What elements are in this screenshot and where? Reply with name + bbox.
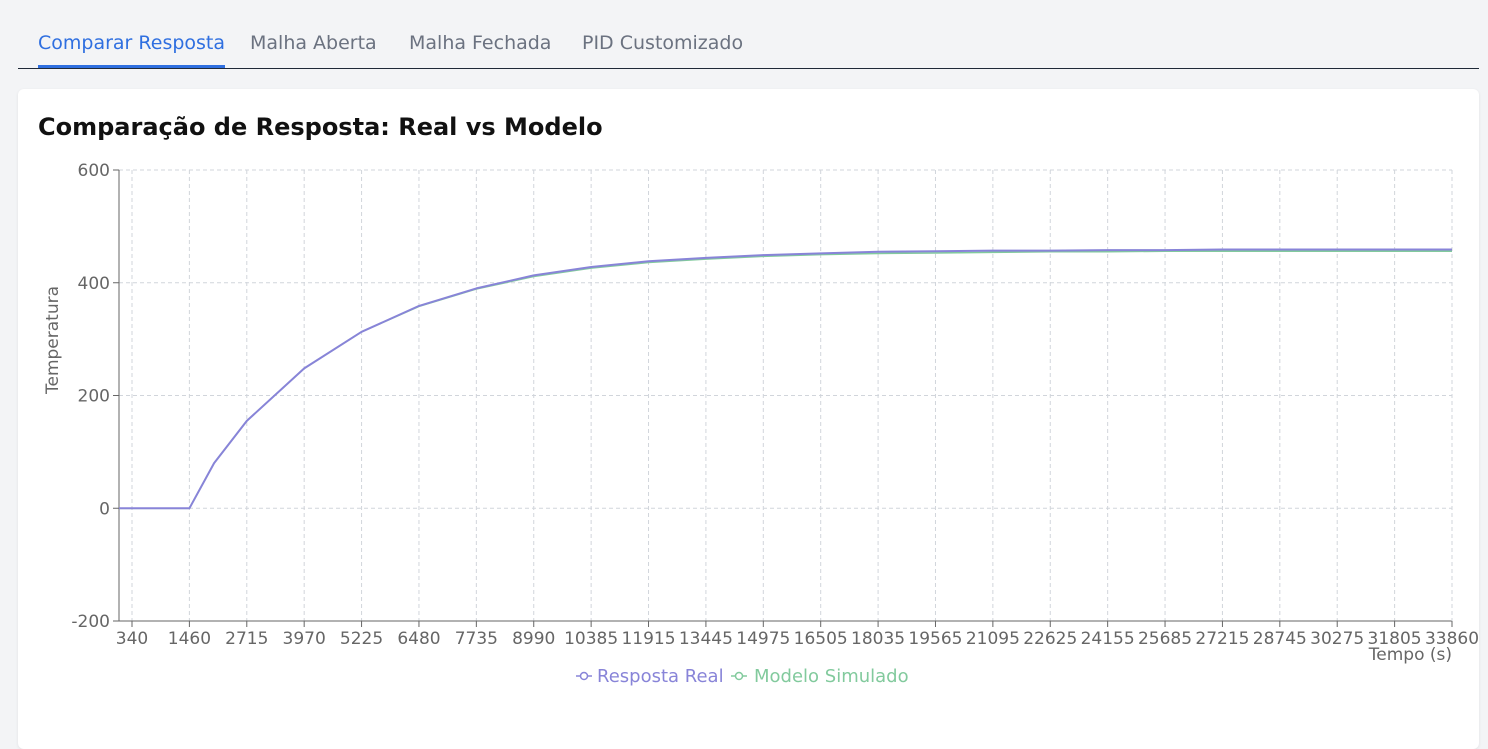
y-tick-label: 400: [78, 274, 110, 294]
tab-malha-fechada[interactable]: Malha Fechada: [409, 32, 552, 54]
x-tick-label: 16505: [794, 629, 848, 649]
x-tick-label: 10385: [564, 629, 618, 649]
tab-bar: Comparar Resposta Malha Aberta Malha Fec…: [18, 18, 1479, 69]
tab-malha-aberta[interactable]: Malha Aberta: [250, 32, 377, 54]
y-tick-label: -200: [71, 612, 110, 632]
x-tick-label: 30275: [1310, 629, 1364, 649]
chart-card: Comparação de Resposta: Real vs Modelo: [18, 89, 1479, 749]
legend-marker-resposta-real: [579, 671, 589, 681]
x-tick-label: 340: [116, 629, 148, 649]
x-tick-label: 33860: [1425, 629, 1479, 649]
x-tick-label: 24155: [1081, 629, 1135, 649]
x-tick-label: 3970: [283, 629, 326, 649]
x-tick-label: 2715: [225, 629, 268, 649]
x-tick-label: 11915: [621, 629, 675, 649]
series-line-resposta-real: [119, 248, 1452, 510]
series-line-modelo-simulado: [119, 250, 1452, 510]
x-axis-label: Tempo (s): [1368, 645, 1452, 665]
x-tick-label: 18035: [851, 629, 905, 649]
x-tick-label: 13445: [679, 629, 733, 649]
y-tick-label: 600: [78, 161, 110, 181]
x-tick-label: 19565: [908, 629, 962, 649]
chart-title: Comparação de Resposta: Real vs Modelo: [38, 113, 603, 141]
x-tick-label: 27215: [1195, 629, 1249, 649]
x-tick-label: 14975: [736, 629, 790, 649]
x-tick-label: 25685: [1138, 629, 1192, 649]
x-tick-label: 7735: [455, 629, 498, 649]
y-axis-label: Temperatura: [43, 286, 63, 395]
tab-pid-customizado[interactable]: PID Customizado: [582, 32, 744, 54]
x-tick-label: 5225: [340, 629, 383, 649]
x-tick-label: 21095: [966, 629, 1020, 649]
x-tick-label: 8990: [512, 629, 555, 649]
tab-comparar-resposta[interactable]: Comparar Resposta: [38, 18, 226, 68]
x-tick-label: 6480: [397, 629, 440, 649]
x-tick-label: 28745: [1253, 629, 1307, 649]
legend-label-modelo-simulado: Modelo Simulado: [754, 666, 909, 687]
y-tick-label: 200: [78, 387, 110, 407]
x-tick-label: 31805: [1368, 629, 1422, 649]
legend-marker-modelo-simulado: [734, 671, 744, 681]
legend-label-resposta-real: Resposta Real: [597, 666, 724, 687]
x-tick-label: 22625: [1023, 629, 1077, 649]
x-tick-label: 1460: [168, 629, 211, 649]
y-tick-label: 0: [99, 499, 110, 519]
